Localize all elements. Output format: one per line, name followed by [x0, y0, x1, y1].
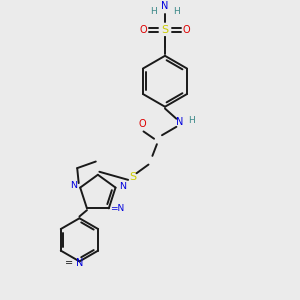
Text: S: S [161, 25, 169, 35]
Text: H: H [173, 7, 180, 16]
Text: H: H [150, 7, 157, 16]
Text: =N: =N [110, 204, 124, 213]
Text: H: H [188, 116, 195, 125]
Text: O: O [138, 119, 146, 129]
Text: =: = [65, 258, 73, 268]
Text: O: O [183, 25, 190, 35]
Text: N: N [118, 182, 126, 190]
Text: N: N [76, 258, 83, 268]
Text: O: O [140, 25, 147, 35]
Text: N: N [176, 117, 184, 127]
Text: N: N [161, 2, 169, 11]
Text: S: S [129, 172, 136, 182]
Text: N: N [70, 181, 77, 190]
